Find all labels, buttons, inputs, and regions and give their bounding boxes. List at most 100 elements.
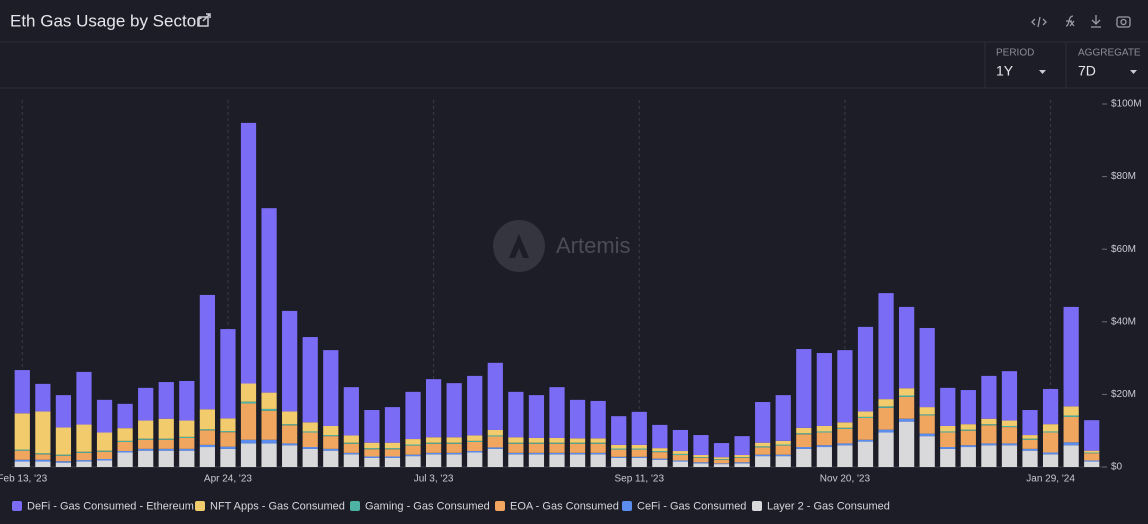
bar-segment	[35, 411, 51, 454]
bar-segment	[528, 443, 545, 453]
bar-segment	[343, 387, 359, 436]
bar-segment	[35, 453, 51, 455]
bar-segment	[199, 409, 215, 430]
bar-segment	[549, 387, 565, 438]
bar-segment	[1063, 442, 1079, 446]
aggregate-label: AGGREGATE	[1078, 48, 1141, 59]
bar-segment	[76, 424, 92, 452]
bar-segment	[981, 425, 997, 444]
dropdown-caret[interactable]	[1130, 70, 1137, 74]
bar-segment	[343, 454, 359, 467]
bar-segment	[672, 455, 689, 461]
bar-segment	[425, 452, 442, 455]
legend-swatch	[12, 501, 22, 511]
bar-segment	[816, 431, 832, 433]
bar-segment	[55, 455, 72, 462]
legend-swatch	[350, 501, 360, 511]
bar-segment	[158, 448, 174, 451]
bar-segment	[405, 439, 421, 445]
period-label: PERIOD	[996, 48, 1034, 59]
bar-segment	[672, 429, 689, 452]
bar-segment	[734, 455, 750, 458]
bar-segment	[14, 461, 30, 467]
bar-segment	[261, 392, 277, 409]
bar-segment	[899, 418, 915, 422]
bar-segment	[672, 451, 689, 454]
bar-segment	[1022, 450, 1038, 467]
bar-segment	[1022, 448, 1038, 451]
bar-segment	[919, 327, 935, 408]
bar-segment	[508, 391, 524, 438]
bar-segment	[631, 456, 647, 458]
y-tick-label: $20M	[1111, 389, 1136, 400]
bar-segment	[611, 448, 627, 450]
legend-swatch	[622, 501, 632, 511]
bar-segment	[1084, 460, 1100, 462]
toolbar-icons[interactable]	[1031, 15, 1131, 28]
legend-label: CeFi - Gas Consumed	[637, 500, 746, 512]
bar-segment	[755, 446, 771, 448]
bar-segment	[1001, 371, 1018, 421]
bar-segment	[1022, 410, 1038, 436]
bar-segment	[631, 449, 647, 457]
bar-segment	[734, 457, 750, 458]
bar-segment	[158, 438, 174, 440]
bar-segment	[899, 421, 915, 467]
bar-segment	[76, 461, 92, 467]
bar-segment	[199, 430, 215, 445]
x-tick-label: Sep 11, '23	[614, 474, 664, 485]
bar-segment	[1084, 453, 1100, 461]
bar-segment	[487, 447, 503, 449]
bar-segment	[837, 427, 853, 429]
bar-segment	[857, 411, 874, 417]
bar-segment	[487, 435, 503, 437]
bar-segment	[569, 438, 586, 443]
aggregate-value[interactable]: 7D	[1078, 63, 1096, 79]
bar-segment	[282, 411, 298, 425]
dropdown-caret[interactable]	[1039, 70, 1046, 74]
external-link-icon[interactable]	[198, 13, 211, 27]
bar-segment	[878, 407, 894, 430]
bar-segment	[364, 449, 380, 457]
bar-segment	[1042, 452, 1059, 455]
bar-segment	[919, 407, 935, 415]
period-value[interactable]: 1Y	[996, 63, 1014, 79]
bar-segment	[55, 454, 72, 456]
bar-segment	[837, 422, 853, 428]
bar-segment	[1042, 454, 1059, 467]
bar-segment	[55, 395, 72, 428]
bar-segment	[96, 450, 113, 452]
bar-segment	[899, 395, 915, 397]
bar-segment	[76, 452, 92, 461]
bar-segment	[158, 382, 174, 419]
bar-segment	[652, 448, 668, 452]
bar-segment	[1063, 415, 1079, 417]
bar-segment	[631, 411, 647, 445]
bar-segment	[734, 457, 750, 463]
bar-segment	[1063, 445, 1079, 467]
bar-segment	[878, 399, 894, 407]
bar-segment	[1042, 431, 1059, 433]
bar-segment	[816, 447, 832, 467]
bar-segment	[652, 451, 668, 453]
bar-segment	[487, 362, 503, 430]
bar-segment	[179, 380, 195, 421]
bar-segment	[940, 448, 956, 467]
bar-segment	[96, 399, 113, 433]
bar-segment	[261, 443, 277, 467]
bar-segment	[1001, 420, 1018, 426]
bar-segment	[199, 444, 215, 448]
bar-segment	[590, 438, 606, 443]
y-tick-label: $40M	[1111, 316, 1136, 327]
bar-segment	[384, 456, 401, 458]
bar-segment	[755, 454, 771, 457]
bar-segment	[323, 450, 339, 467]
bar-segment	[467, 441, 483, 452]
bar-segment	[384, 442, 401, 449]
bar-segment	[816, 353, 832, 426]
bar-segment	[1042, 388, 1059, 425]
bar-segment	[1042, 424, 1059, 432]
bar-segment	[261, 410, 277, 440]
bar-segment	[816, 425, 832, 432]
